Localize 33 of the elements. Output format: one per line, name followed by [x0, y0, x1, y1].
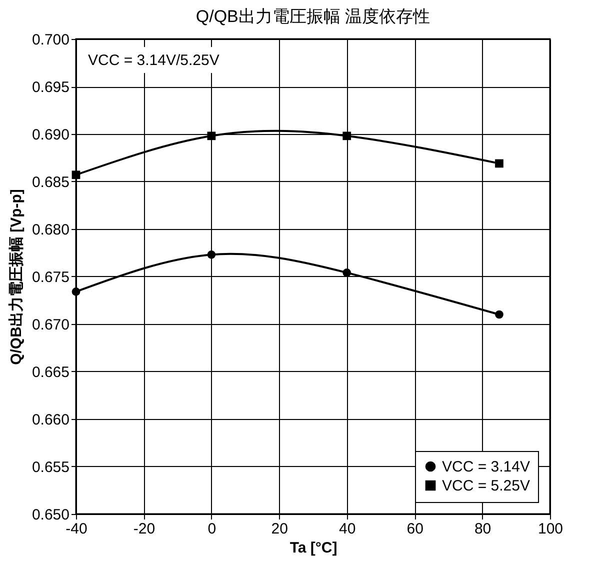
- x-tick-label: 20: [271, 520, 288, 538]
- point: [207, 250, 216, 259]
- x-tick-label: 40: [339, 520, 356, 538]
- y-tick-label: 0.655: [32, 459, 70, 476]
- y-tick-label: 0.650: [32, 506, 70, 524]
- y-axis-title: Q/QB出力電圧振幅 [Vp-p]: [8, 189, 25, 365]
- point: [72, 288, 80, 296]
- y-tick-label: 0.675: [32, 269, 70, 286]
- x-tick-label: 60: [406, 520, 424, 538]
- x-tick-label: -20: [133, 520, 156, 538]
- x-tick-label: -40: [66, 520, 88, 538]
- y-tick-label: 0.690: [32, 126, 70, 144]
- x-tick-label: 80: [474, 520, 492, 538]
- point: [72, 170, 80, 180]
- y-tick-label: 0.670: [32, 316, 70, 334]
- y-tick-label: 0.680: [32, 222, 70, 238]
- y-tick-label: 0.700: [32, 32, 70, 48]
- point: [495, 159, 504, 168]
- point: [342, 132, 352, 140]
- point: [495, 310, 504, 319]
- legend-label: VCC = 3.14V: [442, 458, 530, 476]
- x-axis-title: Ta [°C]: [290, 540, 338, 556]
- point: [342, 268, 352, 277]
- chart-title: Q/QB出力電圧振幅 温度依存性: [196, 7, 430, 26]
- x-tick-label: 0: [208, 520, 216, 538]
- x-tick-label: 100: [538, 520, 564, 538]
- y-tick-label: 0.695: [32, 79, 70, 96]
- y-tick-label: 0.685: [32, 174, 70, 191]
- point: [207, 132, 216, 140]
- y-tick-label: 0.665: [32, 364, 70, 381]
- y-tick-label: 0.660: [32, 412, 70, 428]
- annotation: VCC = 3.14V/5.25V: [88, 52, 220, 69]
- legend-label: VCC = 5.25V: [442, 478, 530, 494]
